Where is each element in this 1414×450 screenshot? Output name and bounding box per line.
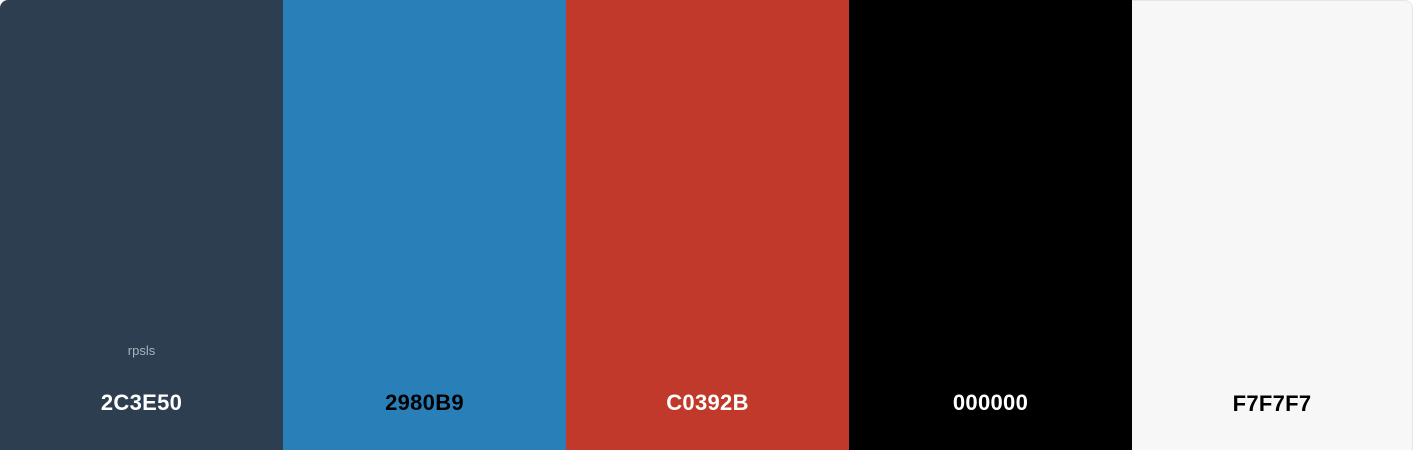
color-swatch[interactable]: 000000 [849,0,1132,450]
swatch-hex-code[interactable]: F7F7F7 [1232,391,1312,416]
color-swatch[interactable]: rpsls 2C3E50 [0,0,283,450]
color-swatch[interactable]: 2980B9 [283,0,566,450]
swatch-hex-code[interactable]: 2980B9 [385,390,464,415]
color-swatch[interactable]: C0392B [566,0,849,450]
swatch-hex-code[interactable]: 2C3E50 [100,390,183,415]
swatch-name-label: rpsls [127,343,156,358]
swatch-hex-code[interactable]: 000000 [952,390,1029,415]
color-swatch[interactable]: F7F7F7 [1132,0,1413,450]
swatch-hex-code[interactable]: C0392B [666,390,749,415]
